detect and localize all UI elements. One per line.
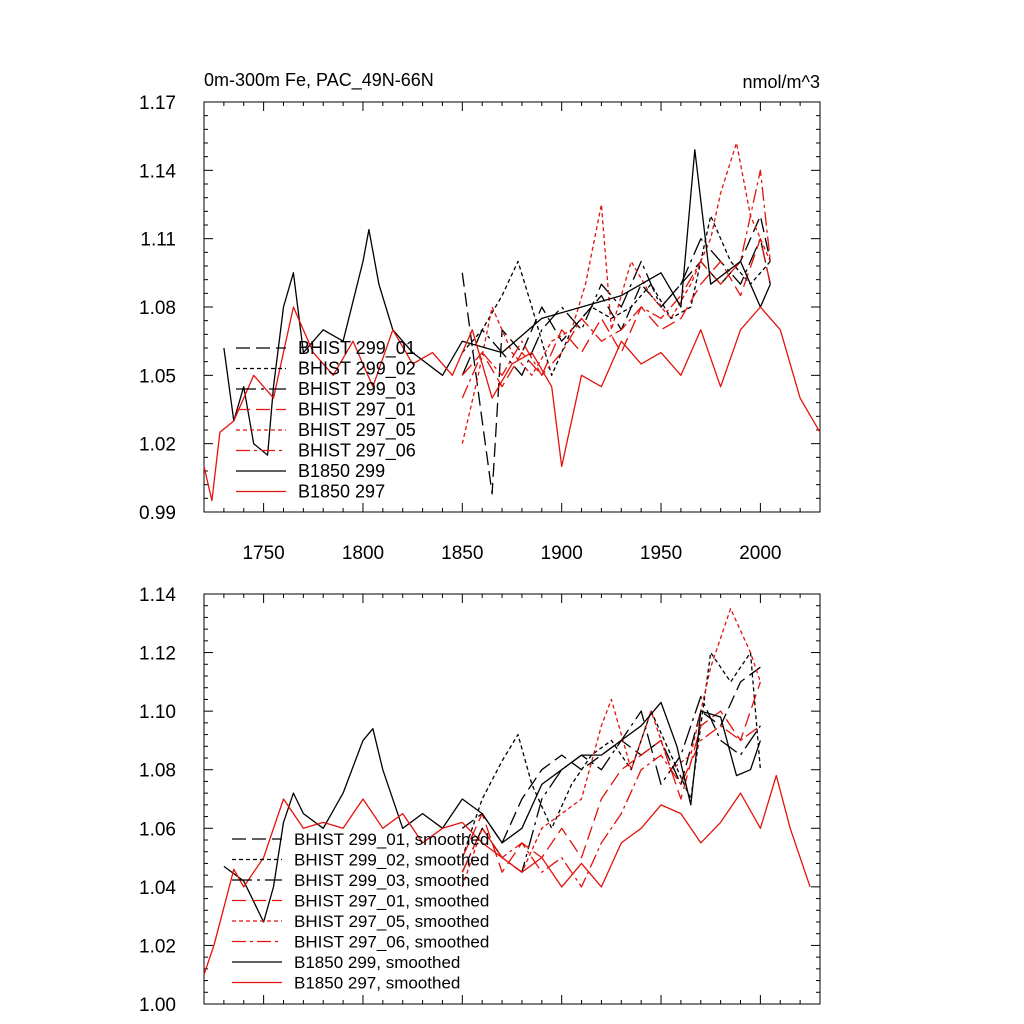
bottom-plot-frame bbox=[203, 593, 821, 1005]
series-line-2 bbox=[461, 651, 762, 858]
series-line-1 bbox=[461, 666, 761, 844]
legend-label: BHIST 299_01, smoothed bbox=[294, 830, 489, 849]
legend-label: BHIST 299_02 bbox=[298, 359, 416, 380]
x-tick-label: 1950 bbox=[640, 543, 682, 564]
top-panel-units: nmol/m^3 bbox=[743, 72, 820, 92]
top-axis-ticks bbox=[203, 101, 821, 513]
y-tick-label: 1.02 bbox=[139, 936, 176, 957]
bottom-series-group bbox=[203, 607, 811, 975]
legend-label: BHIST 297_01 bbox=[298, 400, 416, 421]
legend-label: BHIST 297_06 bbox=[298, 441, 416, 462]
y-tick-label: 1.10 bbox=[139, 702, 176, 723]
bottom-y-axis-labels: 1.00 1.02 1.04 1.06 1.08 1.10 1.12 1.14 bbox=[139, 585, 176, 1016]
series-line-6 bbox=[461, 169, 771, 399]
legend-label: BHIST 299_02, smoothed bbox=[294, 851, 489, 870]
legend-label: BHIST 299_03 bbox=[298, 379, 416, 400]
series-line-3 bbox=[461, 238, 771, 376]
series-line-5 bbox=[461, 142, 771, 444]
series-line-1 bbox=[461, 215, 771, 495]
y-tick-label: 1.00 bbox=[139, 995, 176, 1016]
legend-label: B1850 299, smoothed bbox=[294, 953, 460, 972]
legend-label: B1850 297, smoothed bbox=[294, 974, 460, 993]
legend-label: BHIST 297_05 bbox=[298, 420, 416, 441]
y-tick-label: 0.99 bbox=[139, 503, 176, 524]
y-tick-label: 1.06 bbox=[139, 819, 176, 840]
legend-label: BHIST 297_05, smoothed bbox=[294, 912, 489, 931]
legend-label: BHIST 299_01 bbox=[298, 338, 416, 359]
series-line-6 bbox=[461, 725, 761, 888]
x-tick-label: 2000 bbox=[739, 543, 781, 564]
y-tick-label: 1.05 bbox=[139, 366, 176, 387]
legend-label: B1850 299 bbox=[298, 461, 385, 481]
top-plot-frame bbox=[203, 101, 821, 513]
y-tick-label: 1.08 bbox=[139, 761, 176, 782]
series-line-2 bbox=[461, 215, 771, 376]
y-tick-label: 1.14 bbox=[139, 585, 176, 606]
legend-label: B1850 297 bbox=[298, 482, 385, 502]
y-tick-label: 1.08 bbox=[139, 298, 176, 319]
x-tick-label: 1900 bbox=[541, 543, 583, 564]
series-line-3 bbox=[461, 695, 761, 873]
top-y-axis-labels: 0.99 1.02 1.05 1.08 1.11 1.14 1.17 bbox=[139, 93, 176, 524]
bottom-axis-ticks bbox=[203, 593, 821, 1005]
series-line-8 bbox=[203, 306, 821, 502]
bottom-legend: BHIST 299_01, smoothed BHIST 299_02, smoo… bbox=[232, 830, 489, 993]
bottom-panel: 1.00 1.02 1.04 1.06 1.08 1.10 1.12 1.14 BHIST 2… bbox=[139, 585, 821, 1016]
top-panel-title: 0m-300m Fe, PAC_49N-66N bbox=[204, 70, 434, 91]
y-tick-label: 1.14 bbox=[139, 161, 176, 182]
y-tick-label: 1.02 bbox=[139, 435, 176, 456]
series-line-4 bbox=[461, 681, 762, 873]
series-line-7 bbox=[223, 701, 762, 923]
y-tick-label: 1.04 bbox=[139, 878, 176, 899]
legend-label: BHIST 297_06, smoothed bbox=[294, 933, 489, 952]
series-line-4 bbox=[461, 238, 771, 388]
y-tick-label: 1.11 bbox=[140, 230, 176, 251]
top-series-group bbox=[203, 142, 821, 502]
legend-label: BHIST 297_01, smoothed bbox=[294, 892, 489, 911]
x-tick-label: 1850 bbox=[441, 543, 483, 564]
x-tick-label: 1750 bbox=[242, 543, 284, 564]
y-tick-label: 1.12 bbox=[139, 644, 176, 665]
top-panel: 0m-300m Fe, PAC_49N-66N nmol/m^3 0.99 1.0… bbox=[139, 70, 821, 564]
series-line-8 bbox=[203, 774, 811, 975]
y-tick-label: 1.17 bbox=[139, 93, 176, 114]
legend-label: BHIST 299_03, smoothed bbox=[294, 871, 489, 890]
top-x-axis-labels: 1750 1800 1850 1900 1950 2000 bbox=[242, 543, 781, 564]
x-tick-label: 1800 bbox=[342, 543, 384, 564]
